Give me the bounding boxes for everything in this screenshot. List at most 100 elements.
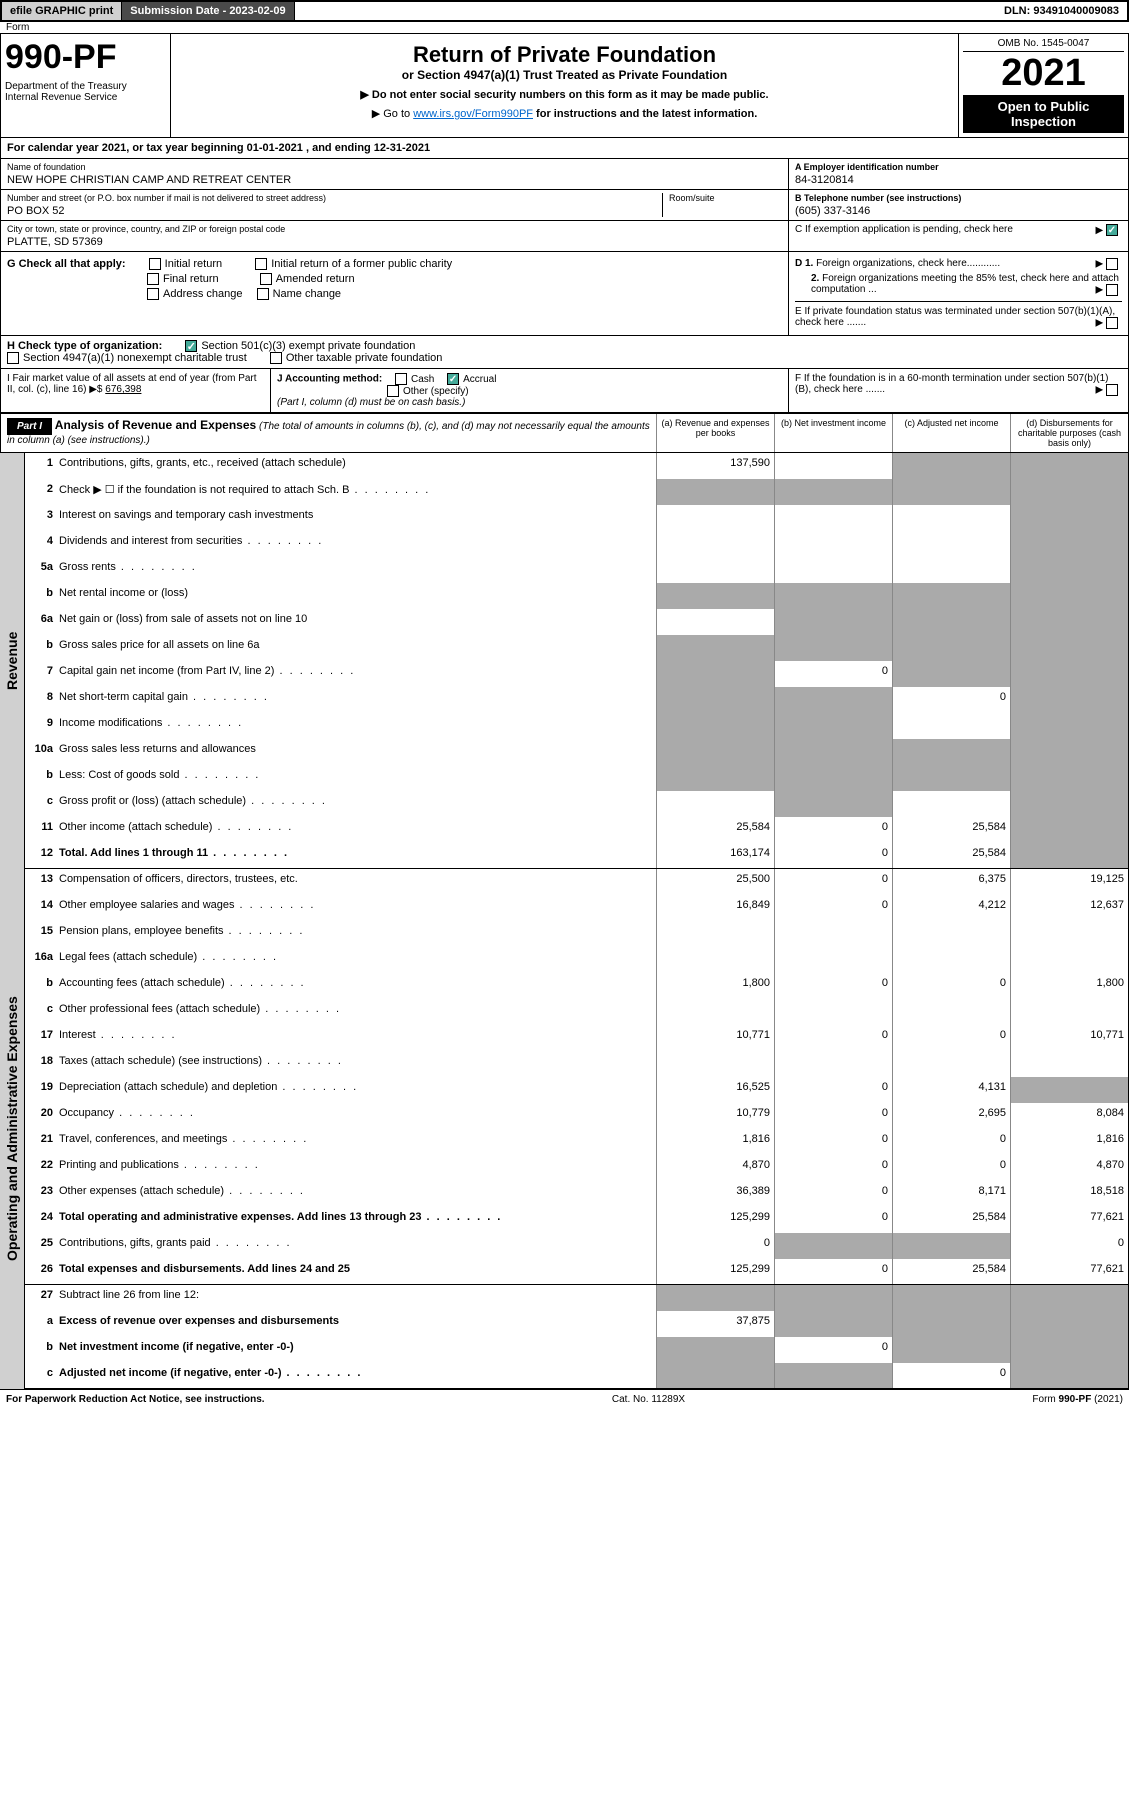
ein: 84-3120814 <box>795 174 1122 186</box>
cell-col-c <box>892 947 1010 973</box>
cell-col-b <box>774 739 892 765</box>
accrual-cb[interactable] <box>447 373 459 385</box>
line-number: 17 <box>25 1025 59 1051</box>
other-method-cb[interactable] <box>387 385 399 397</box>
cell-col-c: 25,584 <box>892 817 1010 843</box>
cell-col-b <box>774 505 892 531</box>
cell-col-b: 0 <box>774 1337 892 1363</box>
cell-col-c: 0 <box>892 1025 1010 1051</box>
line-number: c <box>25 999 59 1025</box>
dept-treasury: Department of the Treasury Internal Reve… <box>5 81 166 103</box>
cell-col-c: 0 <box>892 687 1010 713</box>
cell-col-c <box>892 479 1010 505</box>
form-header: 990-PF Department of the Treasury Intern… <box>0 33 1129 138</box>
table-row: bNet investment income (if negative, ent… <box>24 1337 1129 1363</box>
501c3-cb[interactable] <box>185 340 197 352</box>
table-row: 18Taxes (attach schedule) (see instructi… <box>24 1051 1129 1077</box>
line-number: 6a <box>25 609 59 635</box>
footer-right: Form 990-PF (2021) <box>1032 1394 1123 1405</box>
cell-col-a <box>656 635 774 661</box>
line-description: Subtract line 26 from line 12: <box>59 1285 656 1311</box>
cell-col-c: 25,584 <box>892 1259 1010 1284</box>
name-change-cb[interactable] <box>257 288 269 300</box>
line-description: Other income (attach schedule) <box>59 817 656 843</box>
line-number: 8 <box>25 687 59 713</box>
line-number: c <box>25 791 59 817</box>
fmv-value: 676,398 <box>105 384 141 395</box>
d2-cb[interactable] <box>1106 284 1118 296</box>
e-cb[interactable] <box>1106 317 1118 329</box>
4947-cb[interactable] <box>7 352 19 364</box>
address-label: Number and street (or P.O. box number if… <box>7 193 662 203</box>
line-description: Legal fees (attach schedule) <box>59 947 656 973</box>
cell-col-d <box>1010 791 1128 817</box>
cell-col-b: 0 <box>774 973 892 999</box>
line-description: Gross sales less returns and allowances <box>59 739 656 765</box>
cell-col-d <box>1010 921 1128 947</box>
cell-col-b <box>774 687 892 713</box>
phone-label: B Telephone number (see instructions) <box>795 193 1122 203</box>
line-description: Printing and publications <box>59 1155 656 1181</box>
cell-col-c <box>892 1285 1010 1311</box>
efile-print-button[interactable]: efile GRAPHIC print <box>2 2 122 20</box>
line-number: 21 <box>25 1129 59 1155</box>
cell-col-a: 16,849 <box>656 895 774 921</box>
form-subtitle: or Section 4947(a)(1) Trust Treated as P… <box>179 68 950 82</box>
line-number: a <box>25 1311 59 1337</box>
initial-return-cb[interactable] <box>149 258 161 270</box>
d1-cb[interactable] <box>1106 258 1118 270</box>
line-description: Other professional fees (attach schedule… <box>59 999 656 1025</box>
cell-col-d <box>1010 531 1128 557</box>
cell-col-c: 4,212 <box>892 895 1010 921</box>
line-description: Net rental income or (loss) <box>59 583 656 609</box>
cell-col-a <box>656 557 774 583</box>
sec-g-label: G Check all that apply: <box>7 258 126 270</box>
cell-col-b <box>774 453 892 479</box>
expenses-section: Operating and Administrative Expenses 13… <box>0 869 1129 1389</box>
line-number: 26 <box>25 1259 59 1284</box>
cell-col-c <box>892 1337 1010 1363</box>
irs-link[interactable]: www.irs.gov/Form990PF <box>413 108 533 120</box>
line-description: Travel, conferences, and meetings <box>59 1129 656 1155</box>
line-description: Gross sales price for all assets on line… <box>59 635 656 661</box>
f-cb[interactable] <box>1106 384 1118 396</box>
cell-col-b: 0 <box>774 817 892 843</box>
cell-col-b <box>774 1311 892 1337</box>
cell-col-a: 10,779 <box>656 1103 774 1129</box>
line-description: Check ▶ ☐ if the foundation is not requi… <box>59 479 656 505</box>
cash-cb[interactable] <box>395 373 407 385</box>
table-row: 7Capital gain net income (from Part IV, … <box>24 661 1129 687</box>
line-description: Gross rents <box>59 557 656 583</box>
cell-col-d <box>1010 1363 1128 1388</box>
cell-col-c <box>892 635 1010 661</box>
line-number: b <box>25 973 59 999</box>
cell-col-d: 12,637 <box>1010 895 1128 921</box>
cell-col-d: 8,084 <box>1010 1103 1128 1129</box>
address-change-cb[interactable] <box>147 288 159 300</box>
cell-col-c: 25,584 <box>892 843 1010 868</box>
cell-col-c <box>892 713 1010 739</box>
cell-col-a <box>656 999 774 1025</box>
cell-col-d <box>1010 947 1128 973</box>
line-description: Other employee salaries and wages <box>59 895 656 921</box>
form-title: Return of Private Foundation <box>179 42 950 68</box>
line-number: 22 <box>25 1155 59 1181</box>
cell-col-d <box>1010 843 1128 868</box>
line-description: Taxes (attach schedule) (see instruction… <box>59 1051 656 1077</box>
cell-col-c <box>892 557 1010 583</box>
amended-return-cb[interactable] <box>260 273 272 285</box>
sec-f-text: F If the foundation is in a 60-month ter… <box>795 373 1109 395</box>
former-charity-cb[interactable] <box>255 258 267 270</box>
cell-col-d: 0 <box>1010 1233 1128 1259</box>
pending-checkbox[interactable] <box>1106 224 1118 236</box>
sec-h-label: H Check type of organization: <box>7 340 162 352</box>
line-number: 2 <box>25 479 59 505</box>
cell-col-c: 25,584 <box>892 1207 1010 1233</box>
cell-col-d <box>1010 713 1128 739</box>
cell-col-a <box>656 1337 774 1363</box>
cell-col-d: 77,621 <box>1010 1259 1128 1284</box>
cell-col-a <box>656 661 774 687</box>
line-description: Depreciation (attach schedule) and deple… <box>59 1077 656 1103</box>
other-taxable-cb[interactable] <box>270 352 282 364</box>
final-return-cb[interactable] <box>147 273 159 285</box>
